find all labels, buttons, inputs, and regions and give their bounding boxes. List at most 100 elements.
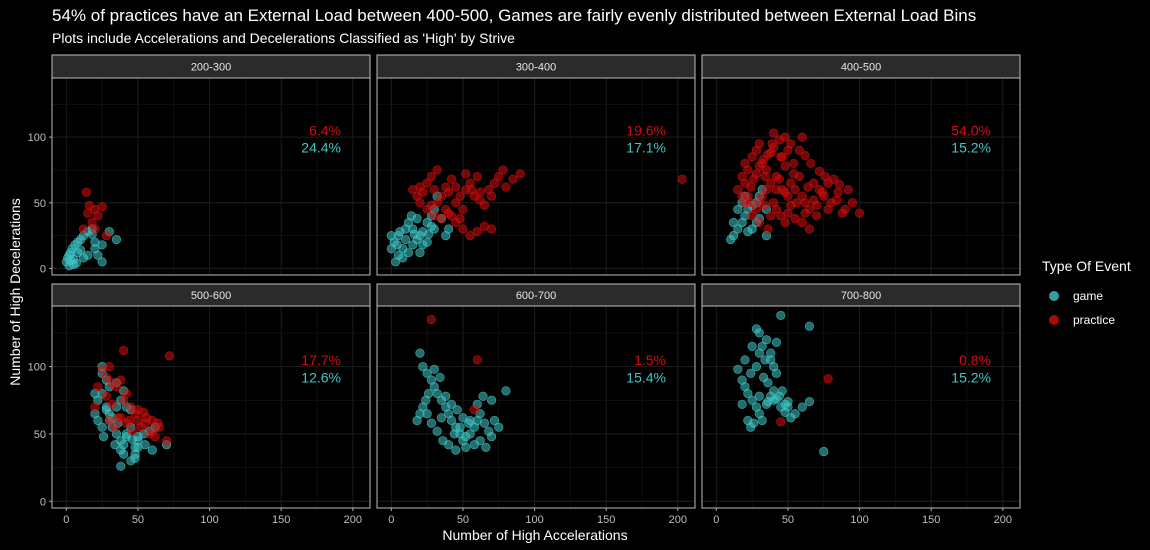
data-point-game bbox=[804, 321, 815, 331]
legend-label-practice: practice bbox=[1073, 313, 1116, 327]
data-point-practice bbox=[747, 211, 757, 221]
data-point-practice bbox=[489, 178, 500, 188]
data-point-practice bbox=[743, 165, 753, 175]
data-point-practice bbox=[789, 158, 799, 168]
data-point-practice bbox=[783, 208, 793, 218]
legend-title: Type Of Event bbox=[1042, 258, 1131, 274]
data-point-game bbox=[415, 348, 425, 358]
y-tick-label: 100 bbox=[28, 362, 46, 374]
data-point-game bbox=[452, 405, 462, 415]
practice-pct-label: 17.7% bbox=[301, 352, 341, 368]
data-point-practice bbox=[461, 169, 471, 179]
data-point-game bbox=[401, 234, 411, 245]
legend-swatch-game bbox=[1049, 291, 1059, 301]
data-point-game bbox=[743, 227, 753, 237]
data-point-game bbox=[130, 453, 140, 463]
data-point-practice bbox=[767, 139, 777, 149]
data-point-practice bbox=[101, 372, 112, 382]
data-point-game bbox=[771, 368, 782, 378]
data-point-practice bbox=[455, 213, 465, 224]
data-point-practice bbox=[776, 417, 786, 427]
data-point-practice bbox=[771, 185, 782, 195]
data-point-game bbox=[147, 445, 157, 455]
data-point-practice bbox=[451, 182, 461, 192]
x-tick-label: 0 bbox=[713, 514, 719, 526]
data-point-game bbox=[451, 445, 461, 455]
data-point-practice bbox=[789, 169, 799, 179]
data-point-game bbox=[449, 429, 459, 439]
x-tick-label: 200 bbox=[994, 514, 1012, 526]
data-point-game bbox=[98, 432, 109, 442]
data-point-practice bbox=[164, 351, 175, 361]
data-point-game bbox=[461, 442, 471, 453]
data-point-practice bbox=[766, 211, 776, 221]
data-point-practice bbox=[110, 422, 120, 432]
data-point-game bbox=[776, 310, 786, 321]
data-point-practice bbox=[751, 169, 762, 179]
data-point-practice bbox=[458, 204, 468, 214]
data-point-practice bbox=[740, 178, 750, 188]
data-point-practice bbox=[754, 217, 764, 228]
panel-background bbox=[702, 306, 1020, 508]
data-point-practice bbox=[823, 204, 833, 214]
y-tick-label: 50 bbox=[34, 429, 46, 441]
data-point-game bbox=[461, 432, 471, 442]
data-point-practice bbox=[426, 314, 437, 325]
practice-pct-label: 0.8% bbox=[959, 352, 991, 368]
data-point-game bbox=[418, 362, 428, 372]
data-point-practice bbox=[116, 413, 126, 423]
data-point-practice bbox=[811, 211, 822, 221]
data-point-practice bbox=[774, 174, 784, 184]
x-tick-label: 100 bbox=[525, 514, 543, 526]
data-point-practice bbox=[494, 171, 504, 182]
panel-border bbox=[701, 77, 1021, 276]
data-point-practice bbox=[455, 191, 465, 201]
data-point-game bbox=[743, 388, 753, 399]
facet-label: 400-500 bbox=[841, 62, 881, 74]
y-tick-label: 0 bbox=[40, 263, 46, 275]
data-point-practice bbox=[436, 191, 447, 201]
x-tick-label: 50 bbox=[782, 514, 794, 526]
panel-background bbox=[52, 306, 370, 508]
data-point-practice bbox=[763, 224, 773, 234]
data-point-game bbox=[797, 402, 807, 412]
data-point-practice bbox=[469, 405, 480, 415]
game-pct-label: 12.6% bbox=[301, 369, 341, 385]
data-point-game bbox=[746, 422, 756, 432]
data-point-game bbox=[441, 391, 451, 401]
data-point-game bbox=[740, 355, 750, 365]
data-point-practice bbox=[104, 362, 114, 372]
data-point-game bbox=[111, 234, 122, 245]
data-point-practice bbox=[790, 213, 800, 224]
data-point-practice bbox=[133, 405, 143, 415]
facet-label: 500-600 bbox=[191, 290, 231, 302]
data-point-game bbox=[783, 402, 793, 412]
panel-border bbox=[51, 305, 371, 509]
data-point-practice bbox=[786, 139, 796, 149]
data-point-practice bbox=[107, 399, 117, 409]
data-point-game bbox=[728, 217, 739, 228]
data-point-practice bbox=[797, 132, 807, 142]
data-point-practice bbox=[466, 185, 477, 195]
data-point-game bbox=[93, 250, 103, 260]
data-point-game bbox=[481, 442, 491, 453]
y-tick-label: 0 bbox=[40, 496, 46, 508]
data-point-game bbox=[761, 335, 772, 345]
data-point-practice bbox=[760, 171, 770, 182]
panel-border bbox=[376, 77, 696, 276]
data-point-practice bbox=[817, 187, 827, 197]
data-point-practice bbox=[475, 187, 485, 197]
data-point-practice bbox=[780, 132, 790, 142]
data-point-practice bbox=[422, 178, 432, 188]
data-point-practice bbox=[472, 171, 482, 182]
data-point-practice bbox=[101, 231, 112, 241]
data-point-game bbox=[757, 415, 767, 426]
data-point-game bbox=[444, 440, 454, 450]
y-tick-label: 100 bbox=[28, 132, 46, 144]
chart-subtitle: Plots include Accelerations and Decelera… bbox=[52, 30, 515, 46]
data-point-practice bbox=[794, 145, 805, 155]
data-point-practice bbox=[677, 174, 687, 184]
data-point-game bbox=[101, 405, 112, 415]
data-point-practice bbox=[834, 179, 845, 189]
